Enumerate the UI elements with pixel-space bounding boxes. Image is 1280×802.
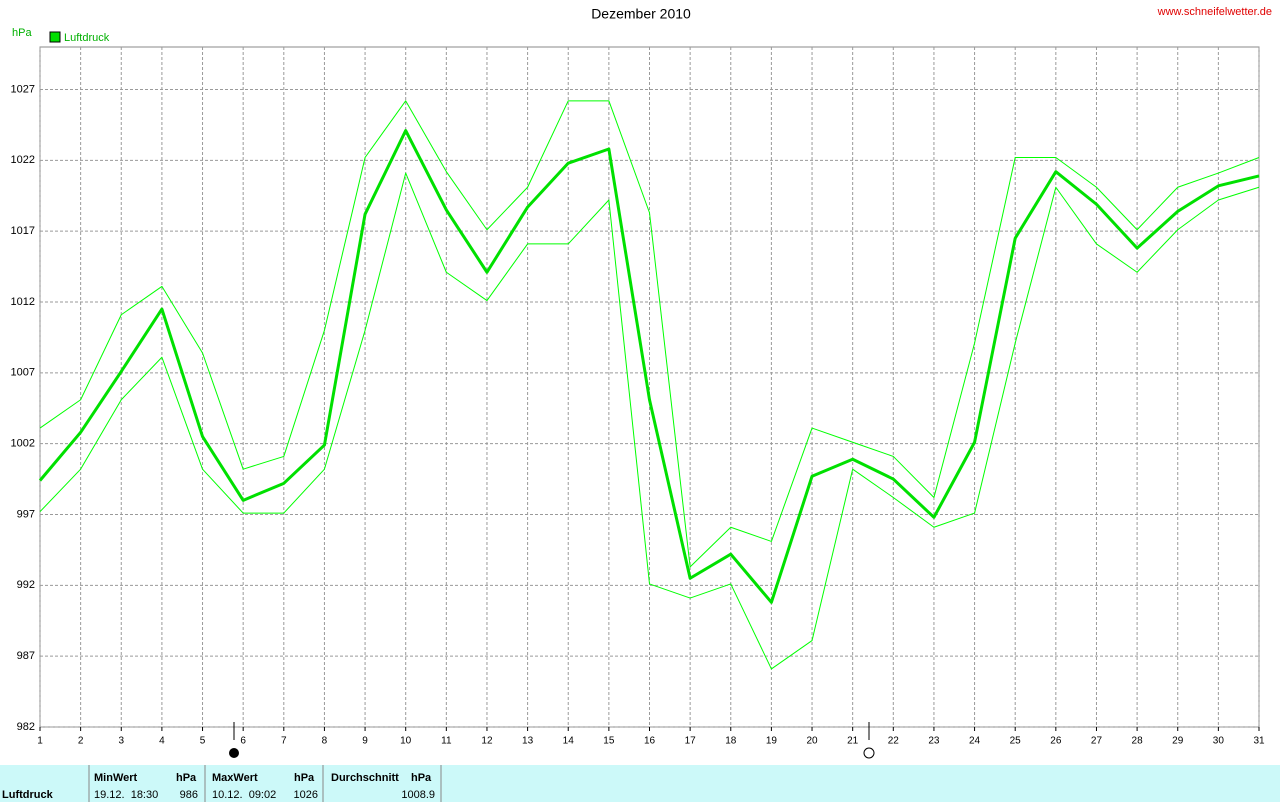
data-line [39, 172, 1260, 670]
x-tick-label: 9 [362, 736, 368, 747]
summary-unit: hPa [176, 772, 197, 784]
x-tick-label: 3 [118, 736, 124, 747]
x-tick-label: 2 [78, 736, 84, 747]
x-tick-label: 1 [37, 736, 43, 747]
source-link[interactable]: www.schneifelwetter.de [1157, 6, 1272, 18]
x-tick-label: 11 [441, 736, 452, 747]
x-tick-label: 18 [725, 736, 737, 747]
x-tick-label: 21 [847, 736, 859, 747]
summary-header: MinWert [94, 772, 138, 784]
x-tick-label: 7 [281, 736, 287, 747]
legend-swatch [49, 31, 61, 43]
x-tick-label: 29 [1172, 736, 1184, 747]
x-tick-label: 5 [200, 736, 206, 747]
y-tick-label: 1017 [11, 225, 35, 237]
y-tick-label: 1007 [11, 367, 35, 379]
x-tick-label: 12 [481, 736, 493, 747]
x-tick-label: 22 [888, 736, 900, 747]
x-tick-label: 10 [400, 736, 412, 747]
summary-value: 1008.9 [401, 789, 435, 801]
x-tick-label: 16 [644, 736, 656, 747]
y-tick-label: 987 [17, 650, 35, 662]
y-tick-label: 1012 [11, 296, 35, 308]
x-tick-label: 27 [1091, 736, 1103, 747]
summary-value: 986 [180, 789, 198, 801]
x-tick-label: 23 [928, 736, 940, 747]
y-tick-label: 982 [17, 721, 35, 733]
x-tick-label: 28 [1132, 736, 1144, 747]
x-tick-label: 31 [1253, 736, 1265, 747]
summary-header: MaxWert [212, 772, 258, 784]
y-tick-label: 1022 [11, 154, 35, 166]
x-tick-label: 6 [240, 736, 246, 747]
summary-header: Durchschnitt [331, 772, 399, 784]
summary-time: 10.12. 09:02 [212, 789, 276, 801]
x-tick-label: 24 [969, 736, 981, 747]
y-axis-unit: hPa [12, 27, 32, 39]
full-moon-icon [229, 748, 239, 758]
x-tick-label: 14 [563, 736, 575, 747]
x-tick-label: 19 [766, 736, 778, 747]
new-moon-icon [863, 747, 875, 759]
legend-label: Luftdruck [64, 32, 110, 44]
x-tick-label: 25 [1010, 736, 1022, 747]
summary-time: 19.12. 18:30 [94, 789, 158, 801]
x-tick-label: 20 [806, 736, 818, 747]
y-tick-label: 1002 [11, 438, 35, 450]
x-tick-label: 30 [1213, 736, 1225, 747]
summary-unit: hPa [411, 772, 432, 784]
chart-title: Dezember 2010 [591, 6, 691, 22]
data-line [38, 129, 1260, 604]
x-tick-label: 8 [322, 736, 328, 747]
x-tick-label: 26 [1050, 736, 1062, 747]
y-tick-label: 997 [17, 508, 35, 520]
summary-row-label: Luftdruck [2, 789, 54, 801]
x-tick-label: 4 [159, 736, 165, 747]
y-tick-label: 992 [17, 579, 35, 591]
summary-value: 1026 [294, 789, 318, 801]
y-tick-label: 1027 [11, 83, 35, 95]
x-tick-label: 13 [522, 736, 534, 747]
summary-panel [0, 765, 1280, 802]
x-tick-label: 15 [603, 736, 615, 747]
x-tick-label: 17 [685, 736, 697, 747]
summary-unit: hPa [294, 772, 315, 784]
data-line [39, 100, 1260, 568]
